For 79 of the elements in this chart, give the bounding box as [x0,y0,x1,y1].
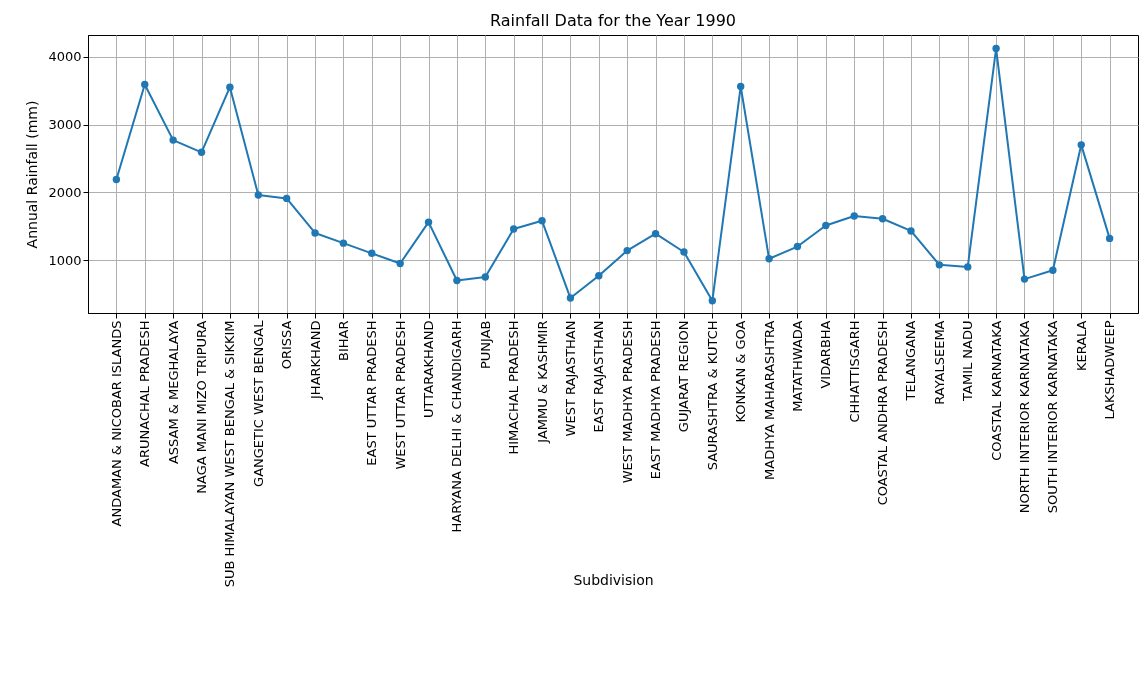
point [481,273,490,281]
point [254,191,262,199]
x-tick-label: WEST UTTAR PRADESH [392,320,408,470]
x-tick-label: LAKSHADWEEP [1102,320,1118,420]
point [197,148,206,156]
x-tick-label: HARYANA DELHI & CHANDIGARH [449,320,465,533]
point [112,175,121,184]
x-tick-label: SAURASHTRA & KUTCH [704,320,720,471]
y-tick-label: 1000 [48,252,82,268]
x-tick-label: SUB HIMALAYAN WEST BENGAL & SIKKIM [222,320,238,588]
x-tick-label: CHHATTISGARH [846,320,862,423]
point [850,212,858,220]
point [368,249,376,258]
x-tick-label: GANGETIC WEST BENGAL [250,319,266,487]
x-tick-label: WEST MADHYA PRADESH [619,320,635,484]
x-tick-label: ORISSA [279,320,295,370]
x-tick-label: NAGA MANI MIZO TRIPURA [194,320,210,494]
x-tick-label: RAYALSEEMA [931,320,947,405]
point [935,261,944,269]
point [680,248,688,256]
point [992,44,1000,53]
point [964,263,972,271]
point [765,255,773,263]
x-axis-title: Subdivision [573,571,654,588]
point [623,246,631,255]
x-tick-label: MADHYA MAHARASHTRA [761,320,777,480]
y-tick-label: 3000 [48,117,82,132]
point [1105,234,1114,243]
x-tick-label: COASTAL ANDHRA PRADESH [875,320,891,506]
x-tick-label: UTTARAKHAND [421,320,437,418]
point [169,136,177,144]
x-tick-label: EAST MADHYA PRADESH [648,320,664,480]
point [907,227,915,235]
point [822,221,830,230]
point [141,80,149,89]
x-tick-label: EAST UTTAR PRADESH [364,320,380,466]
x-tick-label: JAMMU & KASHMIR [534,320,550,444]
point [226,83,234,91]
x-tick-label: KONKAN & GOA [733,320,749,423]
x-tick-label: MATATHWADA [789,320,805,412]
point [595,272,603,280]
point [282,194,291,203]
chart-title: Rainfall Data for the Year 1990 [490,11,736,30]
point [1077,141,1085,149]
point [538,217,546,225]
point [708,297,717,305]
point [793,242,802,251]
x-tick-label: KERALA [1073,320,1089,372]
x-tick-label: EAST RAJASTHAN [591,320,607,433]
x-tick-label: ANDAMAN & NICOBAR ISLANDS [108,320,124,527]
point [311,229,319,237]
x-tick-label: SOUTH INTERIOR KARNATAKA [1045,320,1061,514]
x-tick-label: ARUNACHAL PRADESH [137,320,153,467]
x-tick-label: JHARKHAND [307,320,323,400]
point [509,225,518,233]
point [878,215,887,223]
point [1020,275,1029,283]
x-tick-label: COASTAL KARNATAKA [988,320,1004,461]
point [651,229,660,238]
point [736,82,745,91]
y-tick-label: 4000 [48,49,82,65]
x-tick-label: PUNJAB [477,320,493,369]
y-tick-label: 2000 [48,184,82,200]
point [339,239,348,247]
point [424,218,433,226]
x-tick-label: TAMIL NADU [960,320,976,402]
y-axis-title: Annual Rainfall (mm) [24,100,41,249]
point [396,259,404,268]
x-tick-label: WEST RAJASTHAN [562,320,578,437]
x-tick-label: TELANGANA [903,320,919,402]
x-tick-label: VIDARBHA [818,320,834,389]
x-tick-label: GUJARAT REGION [676,320,692,433]
x-tick-label: BIHAR [335,320,351,361]
point [566,294,575,302]
x-tick-label: ASSAM & MEGHALAYA [165,320,181,465]
x-tick-label: NORTH INTERIOR KARNATAKA [1016,320,1032,514]
point [1049,266,1057,274]
point [453,276,461,285]
x-tick-label: HIMACHAL PRADESH [506,320,522,455]
